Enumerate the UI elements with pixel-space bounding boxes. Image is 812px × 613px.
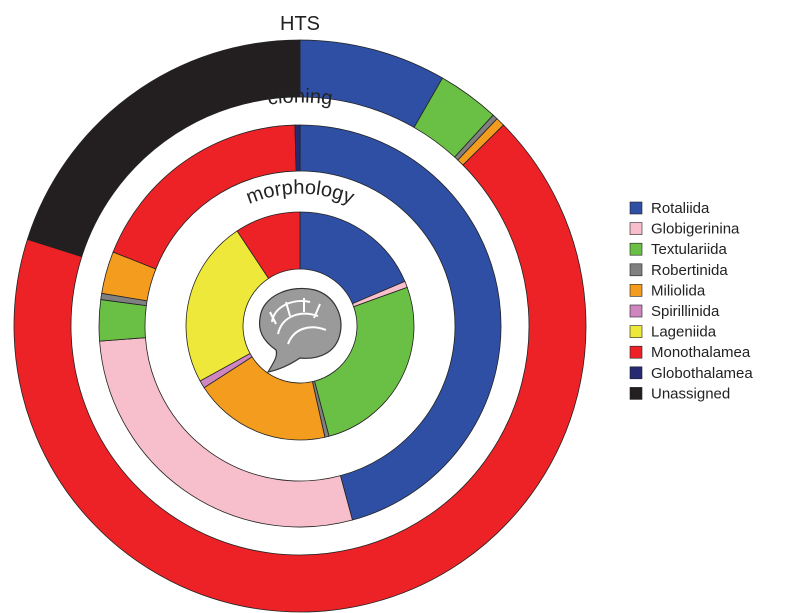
legend-label: Robertinida [651, 262, 728, 279]
legend-swatch [630, 223, 642, 235]
legend-swatch [630, 326, 642, 338]
legend-label: Unassigned [651, 385, 730, 402]
ring-label-path: morphology [243, 177, 357, 209]
ring-label: HTS [280, 13, 320, 35]
legend: Rotaliida Globigerinina Textulariida Robert… [630, 200, 753, 402]
ring-segment [300, 40, 442, 127]
legend-swatch [630, 284, 642, 296]
legend-label: Spirillinida [651, 303, 720, 320]
legend-swatch [630, 387, 642, 399]
ring-label: cloning [266, 85, 333, 109]
ring-label-path: cloning [266, 85, 333, 109]
ring-segment [295, 125, 300, 171]
ring-segment [99, 300, 146, 342]
legend-label: Globigerinina [651, 221, 740, 238]
legend-label: Lageniida [651, 324, 717, 341]
legend-swatch [630, 202, 642, 214]
chart: HTS cloning morphology Rotaliida Globiger… [0, 0, 812, 613]
ring-label: morphology [243, 177, 357, 209]
legend-swatch [630, 243, 642, 255]
legend-label: Monothalamea [651, 344, 751, 361]
legend-swatch [630, 305, 642, 317]
legend-label: Miliolida [651, 282, 706, 299]
foram-icon [260, 288, 341, 372]
legend-swatch [630, 264, 642, 276]
legend-swatch [630, 346, 642, 358]
legend-label: Rotaliida [651, 200, 710, 217]
legend-label: Globothalamea [651, 365, 753, 382]
legend-label: Textulariida [651, 241, 728, 258]
legend-swatch [630, 367, 642, 379]
